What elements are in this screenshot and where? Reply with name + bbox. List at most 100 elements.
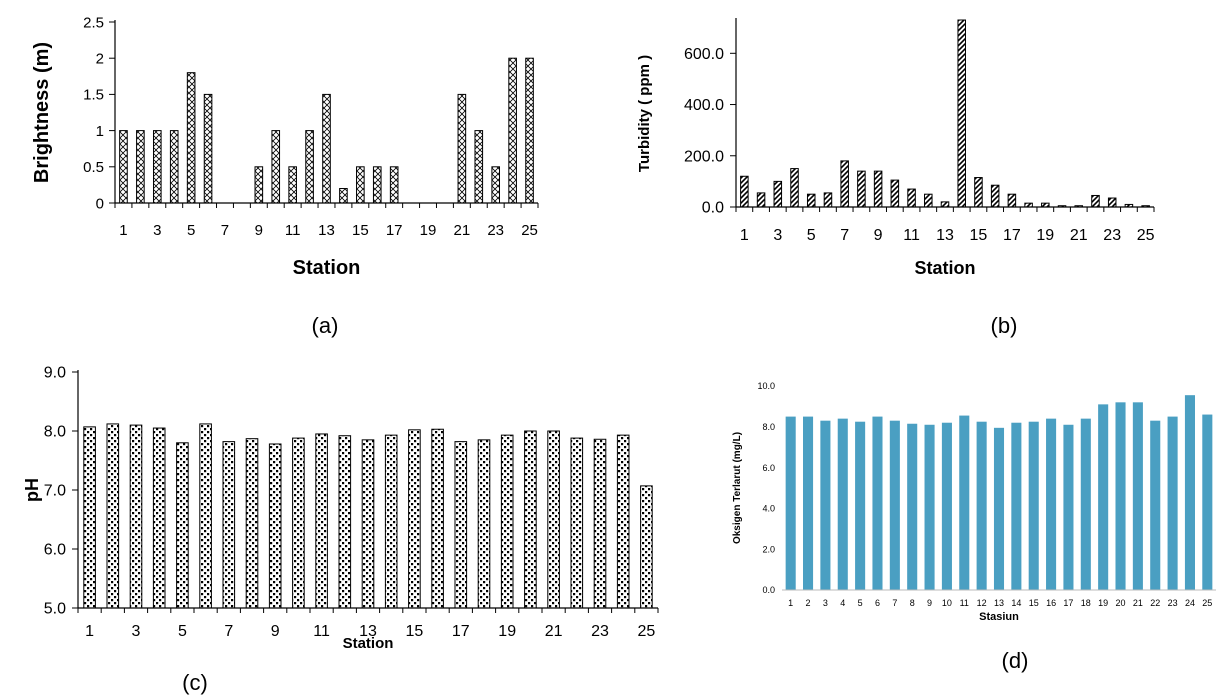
bar-station-17 bbox=[389, 166, 399, 204]
x-axis-label: Stasiun bbox=[979, 611, 1019, 623]
x-tick-label: 2 bbox=[806, 598, 811, 608]
bar-station-2 bbox=[136, 130, 145, 204]
x-axis-label: Station bbox=[915, 258, 976, 278]
y-tick-label: 6.0 bbox=[762, 463, 775, 473]
x-tick-label: 19 bbox=[498, 623, 516, 640]
bar-station-10 bbox=[271, 130, 281, 204]
y-axis-label: Brightness (m) bbox=[31, 42, 53, 183]
y-tick-label: 8.0 bbox=[762, 422, 775, 432]
x-tick-label: 8 bbox=[910, 598, 915, 608]
bar-station-18 bbox=[1080, 418, 1091, 590]
x-tick-label: 17 bbox=[1063, 598, 1073, 608]
bar-station-21 bbox=[1132, 402, 1143, 590]
bar-station-15 bbox=[1028, 421, 1039, 590]
y-tick-label: 5.0 bbox=[44, 601, 66, 618]
bar-station-17 bbox=[454, 441, 468, 609]
x-tick-label: 5 bbox=[178, 623, 187, 640]
x-axis-ticks: 1 2 3 4 5 6 7 8 9 10 11 12 13 14 15 16 17 18 19 20 21 22 23 24 2… bbox=[788, 598, 1212, 608]
bar-station-11 bbox=[315, 433, 328, 609]
bar-station-4 bbox=[152, 427, 166, 609]
y-tick-label: 400.0 bbox=[684, 97, 724, 114]
bar-station-1 bbox=[740, 175, 749, 208]
bar-station-4 bbox=[837, 418, 848, 590]
x-tick-label: 21 bbox=[1070, 227, 1088, 244]
bar-station-13 bbox=[940, 201, 950, 208]
bar-station-7 bbox=[222, 441, 236, 609]
bar-station-2 bbox=[803, 416, 814, 590]
chart-d-caption: (d) bbox=[1001, 648, 1029, 673]
y-tick-label: 4.0 bbox=[762, 504, 775, 514]
x-tick-label: 13 bbox=[359, 623, 377, 640]
y-tick-label: 2.0 bbox=[762, 544, 775, 554]
y-tick-label: 600.0 bbox=[684, 46, 724, 63]
bar-station-22 bbox=[474, 130, 484, 204]
bar-station-12 bbox=[924, 193, 933, 208]
x-tick-label: 11 bbox=[313, 623, 330, 640]
bar-station-6 bbox=[823, 192, 833, 208]
y-tick-label: 0 bbox=[96, 195, 104, 212]
bars bbox=[83, 423, 653, 609]
x-axis-label: Station bbox=[343, 635, 394, 652]
y-axis-label: pH bbox=[22, 478, 42, 502]
x-tick-label: 5 bbox=[187, 222, 195, 239]
x-tick-label: 18 bbox=[1081, 598, 1091, 608]
x-tick-label: 20 bbox=[1116, 598, 1126, 608]
x-tick-label: 1 bbox=[119, 222, 127, 239]
y-tick-label: 1.5 bbox=[83, 87, 104, 104]
bar-station-22 bbox=[1150, 420, 1161, 590]
chart-c-caption: (c) bbox=[182, 670, 208, 695]
bar-station-4 bbox=[790, 168, 799, 208]
bar-station-17 bbox=[1063, 424, 1074, 590]
x-tick-label: 15 bbox=[352, 222, 369, 239]
x-tick-label: 1 bbox=[85, 623, 94, 640]
bar-station-13 bbox=[322, 93, 331, 204]
bar-station-7 bbox=[889, 420, 900, 590]
bar-station-18 bbox=[477, 439, 491, 609]
x-tick-label: 7 bbox=[224, 623, 233, 640]
bar-station-8 bbox=[907, 423, 918, 590]
bar-station-2 bbox=[106, 423, 120, 609]
x-tick-label: 9 bbox=[255, 222, 263, 239]
x-tick-label: 21 bbox=[454, 222, 471, 239]
x-tick-label: 23 bbox=[1103, 227, 1121, 244]
x-tick-label: 5 bbox=[807, 227, 816, 244]
y-tick-label: 6.0 bbox=[44, 542, 66, 559]
x-tick-label: 19 bbox=[1036, 227, 1054, 244]
x-tick-label: 23 bbox=[591, 623, 609, 640]
x-tick-label: 11 bbox=[285, 222, 301, 239]
bar-station-16 bbox=[1046, 418, 1057, 590]
bar-station-7 bbox=[840, 160, 849, 208]
bar-station-9 bbox=[924, 424, 935, 590]
bar-station-21 bbox=[547, 430, 560, 609]
x-tick-label: 12 bbox=[977, 598, 987, 608]
bar-station-21 bbox=[457, 93, 467, 204]
chart-a: 0 0.5 1 1.5 2 2.5 1 3 5 7 9 11 13 15 17 19 21 23 25 Station… bbox=[0, 0, 600, 350]
y-tick-label: 7.0 bbox=[44, 483, 66, 500]
x-tick-label: 10 bbox=[942, 598, 952, 608]
bars bbox=[740, 19, 1150, 208]
chart-b: 0.0 200.0 400.0 600.0 1 3 5 7 9 11 13 15 17 19 21 23 25 S… bbox=[614, 0, 1228, 350]
x-tick-label: 19 bbox=[420, 222, 437, 239]
x-tick-label: 25 bbox=[521, 222, 538, 239]
x-tick-label: 6 bbox=[875, 598, 880, 608]
bar-station-2 bbox=[756, 192, 766, 208]
y-axis-ticks: 0.0 200.0 400.0 600.0 bbox=[684, 46, 736, 217]
bar-station-25 bbox=[640, 485, 653, 609]
x-tick-label: 25 bbox=[638, 623, 656, 640]
bar-station-12 bbox=[305, 130, 314, 204]
x-tick-label: 3 bbox=[773, 227, 782, 244]
y-tick-label: 10.0 bbox=[757, 381, 775, 391]
y-axis-ticks: 0.0 2.0 4.0 6.0 8.0 10.0 bbox=[757, 381, 775, 595]
y-axis-label: Oksigen Terlarut (mg/L) bbox=[732, 432, 743, 544]
bar-station-20 bbox=[524, 430, 537, 609]
bar-station-14 bbox=[1011, 422, 1022, 590]
x-tick-label: 25 bbox=[1202, 598, 1212, 608]
bar-station-5 bbox=[806, 193, 816, 208]
x-tick-label: 11 bbox=[903, 227, 920, 244]
x-tick-label: 22 bbox=[1150, 598, 1160, 608]
y-tick-label: 0.0 bbox=[762, 585, 775, 595]
bars bbox=[785, 395, 1213, 590]
bar-station-3 bbox=[773, 180, 783, 208]
chart-c: 5.0 6.0 7.0 8.0 9.0 1 3 5 7 9 11 13 15 17 19 21 23 25 Stat… bbox=[0, 350, 700, 698]
